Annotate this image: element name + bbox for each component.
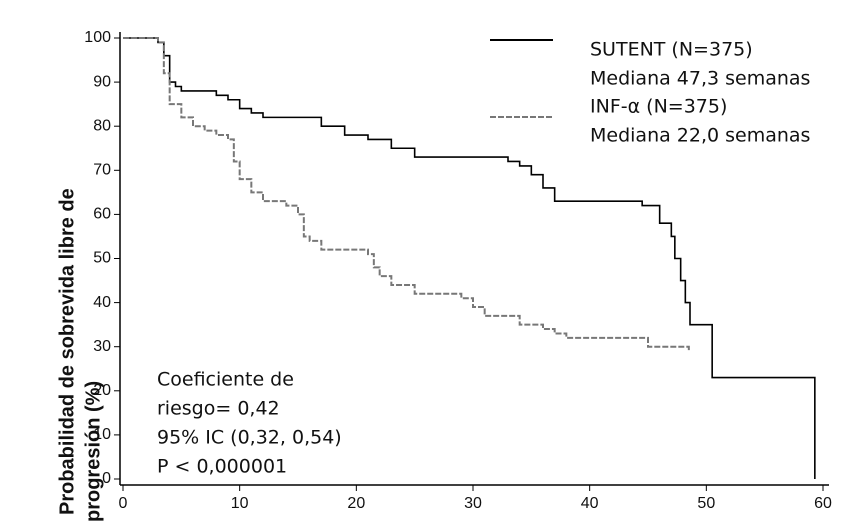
annotation: P < 0,000001: [157, 456, 287, 478]
y-tick-label: 60: [93, 206, 111, 223]
annotation: riesgo= 0,42: [157, 398, 280, 420]
legend-median: Mediana 47,3 semanas: [590, 68, 810, 90]
x-tick-label: 0: [119, 495, 128, 512]
x-tick-label: 30: [464, 495, 482, 512]
y-tick-label: 80: [93, 117, 111, 134]
survival-curve: [123, 37, 690, 352]
y-tick-label: 100: [84, 29, 111, 46]
y-tick-label: 30: [93, 338, 111, 355]
y-axis-label: progresión (%): [82, 381, 104, 522]
x-tick-label: 10: [231, 495, 249, 512]
y-tick-label: 90: [93, 73, 111, 90]
x-tick-label: 40: [581, 495, 599, 512]
y-axis-label: Probabilidad de sobrevida libre de: [56, 188, 78, 515]
y-tick-label: 70: [93, 162, 111, 179]
x-tick-label: 20: [347, 495, 365, 512]
y-tick-label: 20: [93, 382, 111, 399]
legend-median: Mediana 22,0 semanas: [590, 125, 810, 147]
x-tick-label: 60: [814, 495, 832, 512]
x-tick-label: 50: [697, 495, 715, 512]
legend-label: INF-α (N=375): [590, 96, 727, 118]
y-tick-label: 0: [102, 470, 111, 487]
y-tick-label: 10: [93, 426, 111, 443]
y-tick-label: 40: [93, 294, 111, 311]
survival-curve: [123, 37, 816, 479]
y-tick-label: 50: [93, 250, 111, 267]
annotation: 95% IC (0,32, 0,54): [157, 427, 342, 449]
legend-label: SUTENT (N=375): [590, 39, 753, 61]
annotation: Coeficiente de: [157, 369, 294, 391]
